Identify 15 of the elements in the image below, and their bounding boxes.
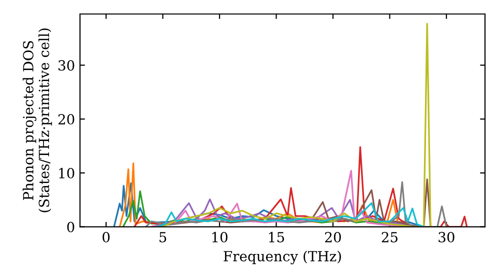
x-tick-label: 10 [212,232,228,242]
y-axis-title: Phonon projected DOS (States/THz·primitive cell) [22,28,52,212]
y-tick-label: 10 [59,168,74,178]
x-tick-label: 5 [160,232,166,242]
x-tick-label: 25 [382,232,398,242]
y-tick-label: 20 [58,114,74,125]
y-tick-label: 0 [67,222,74,232]
x-tick-label: 0 [102,232,110,242]
line-series [162,22,432,227]
line-series [156,202,425,227]
x-tick-label: 15 [269,232,284,242]
y-tick-label: 30 [58,60,74,71]
x-tick-label: 30 [438,232,454,242]
x-tick-label: 20 [325,232,341,242]
x-axis-title: Frequency (THz) [224,250,341,264]
